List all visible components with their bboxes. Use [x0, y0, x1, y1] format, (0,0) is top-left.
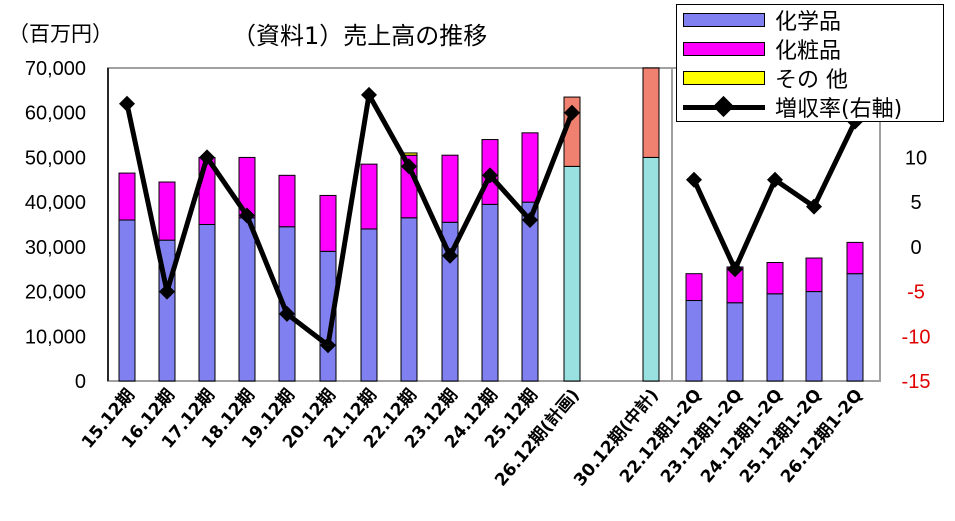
left-axis-ticks: 0 10,000 20,000 30,000 40,000 50,000 60,000 70,… — [25, 58, 109, 393]
bar-segment — [400, 217, 418, 382]
unit-label: （百万円） — [8, 22, 113, 46]
bar-segment — [726, 302, 744, 382]
bar-segment — [198, 224, 216, 382]
bar-segment — [278, 174, 296, 228]
growth-marker — [320, 337, 336, 354]
bar-segment — [805, 291, 823, 382]
left-axis-tick-label: 10,000 — [25, 326, 86, 348]
legend: 化学品 化粧品 その 他 増収率(右軸) — [676, 4, 944, 122]
left-axis-tick-label: 50,000 — [25, 147, 86, 169]
legend-swatch — [683, 42, 765, 56]
growth-marker — [119, 95, 135, 112]
growth-marker — [564, 104, 580, 121]
growth-marker — [361, 86, 377, 103]
bar-segment — [118, 219, 136, 382]
legend-item-growth: 増収率(右軸) — [683, 94, 903, 122]
bar-segment — [766, 293, 784, 382]
bar-segment — [521, 201, 539, 382]
plan-bar-lower — [642, 156, 660, 382]
right-axis-tick-label: -10 — [902, 326, 931, 348]
bar-segment — [521, 132, 539, 203]
legend-label: その 他 — [775, 68, 848, 93]
legend-item-cosmetics: 化粧品 — [683, 36, 842, 64]
bar-segment — [441, 154, 459, 223]
bar-segment — [846, 241, 864, 275]
legend-swatch — [683, 71, 765, 85]
right-axis-tick-label: 5 — [910, 192, 921, 214]
plan-bar-upper — [642, 67, 660, 158]
left-axis-tick-label: 60,000 — [25, 103, 86, 125]
left-axis-tick-label: 70,000 — [25, 58, 86, 80]
growth-marker — [401, 158, 417, 175]
legend-label: 化粧品 — [775, 39, 842, 64]
bar-segment — [238, 217, 256, 382]
growth-marker — [159, 283, 175, 300]
growth-marker — [442, 247, 458, 264]
legend-line-marker — [683, 95, 765, 118]
bar-segment — [360, 163, 378, 230]
bar-segment — [481, 203, 499, 382]
left-axis-tick-label: 40,000 — [25, 192, 86, 214]
bar-segment — [805, 257, 823, 293]
right-axis-tick-label: -15 — [902, 371, 931, 393]
legend-item-chemicals: 化学品 — [683, 7, 842, 35]
bar-segment — [118, 172, 136, 221]
growth-marker — [806, 198, 822, 215]
left-axis-tick-label: 30,000 — [25, 237, 86, 259]
growth-marker — [767, 171, 783, 188]
left-axis-tick-label: 20,000 — [25, 282, 86, 304]
legend-label: 増収率(右軸) — [775, 97, 903, 122]
x-axis-labels: 15.12期16.12期17.12期18.12期19.12期20.12期21.1… — [78, 385, 867, 491]
bar-segment — [685, 273, 703, 302]
growth-marker — [727, 261, 743, 278]
right-axis-tick-label: 10 — [905, 147, 927, 169]
growth-marker — [522, 212, 538, 229]
bar-segment — [766, 262, 784, 295]
growth-marker — [279, 305, 295, 322]
right-axis-tick-label: 0 — [910, 237, 921, 259]
plan-bar-lower — [563, 165, 581, 382]
growth-marker — [199, 149, 215, 166]
chart-title: （資料1）売上高の推移 — [232, 22, 488, 50]
growth-line-segment — [124, 92, 575, 348]
legend-label: 化学品 — [775, 10, 842, 35]
bar-segment — [846, 273, 864, 382]
bar-segment — [685, 300, 703, 382]
growth-line-segment — [691, 120, 858, 272]
growth-marker — [239, 207, 255, 224]
right-axis-tick-label: -5 — [907, 282, 925, 304]
legend-swatch — [683, 13, 765, 27]
left-axis-tick-label: 0 — [75, 371, 86, 393]
bar-segment — [319, 194, 337, 252]
legend-item-other: その 他 — [683, 65, 848, 93]
growth-marker — [482, 167, 498, 184]
bar-segment — [158, 181, 176, 241]
bar-segment — [360, 228, 378, 382]
growth-marker — [686, 171, 702, 188]
